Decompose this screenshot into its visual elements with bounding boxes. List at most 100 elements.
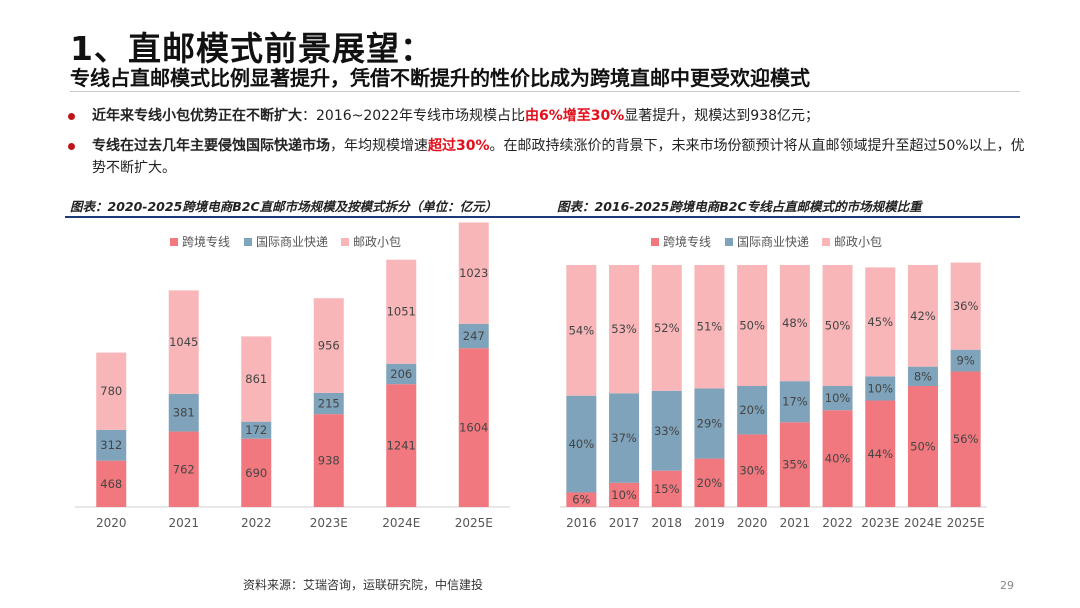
right-chart-tick-label-1: 2017 <box>609 516 640 530</box>
right-chart-bar-0-1 <box>609 482 640 507</box>
right-chart-data-label-0-0: 6% <box>572 493 590 507</box>
right-chart-bar-0-9 <box>950 371 981 507</box>
right-chart-tick-label-2: 2018 <box>651 516 682 530</box>
left-chart-bar-1-2 <box>241 421 272 439</box>
bullet-1: 近年来专线小包优势正在不断扩大：2016~2022年专线市场规模占比由6%增至3… <box>68 105 1028 127</box>
left-chart-tick-label-3: 2023E <box>310 516 348 530</box>
left-chart-legend-label-0: 跨境专线 <box>182 234 230 249</box>
left-chart-bar-0-0 <box>96 460 127 507</box>
right-chart-bar-2-3 <box>694 265 725 389</box>
right-chart-data-label-2-1: 53% <box>611 322 637 336</box>
bullet-2-text: 专线在过去几年主要侵蚀国际快递市场，年均规模增速超过30%。在邮政持续涨价的背景… <box>68 135 1028 179</box>
left-chart-bar-1-3 <box>313 392 344 415</box>
right-chart-bar-0-0 <box>566 492 597 507</box>
right-chart-caption: 图表：2016-2025跨境电商B2C专线占直邮模式的市场规模比重 <box>557 199 922 214</box>
left-chart-bar-2-0 <box>96 352 127 430</box>
left-chart-bar-2-2 <box>241 336 272 422</box>
bullet-2: 专线在过去几年主要侵蚀国际快递市场，年均规模增速超过30%。在邮政持续涨价的背景… <box>68 135 1028 179</box>
left-chart-data-label-2-1: 1045 <box>169 335 198 349</box>
bullet-2-text1: ，年均规模增速 <box>330 138 428 154</box>
left-chart-bar-1-0 <box>96 429 127 461</box>
right-chart-data-label-1-2: 33% <box>654 424 680 438</box>
right-chart-data-label-1-9: 9% <box>957 354 975 368</box>
right-chart-data-label-2-7: 45% <box>867 315 893 329</box>
right-chart-tick-label-4: 2020 <box>737 516 768 530</box>
right-chart-data-label-1-6: 10% <box>825 391 851 405</box>
right-chart-bar-0-2 <box>651 470 682 507</box>
left-chart-data-label-0-3: 938 <box>318 454 340 468</box>
left-chart-bar-1-5 <box>458 323 489 349</box>
bullet-1-highlight: 由6%增至30% <box>525 108 625 124</box>
right-chart-bar-0-7 <box>865 400 896 507</box>
right-chart-data-label-0-6: 40% <box>825 452 851 466</box>
right-chart-bar-1-6 <box>822 386 853 411</box>
left-chart-data-label-0-5: 1604 <box>459 421 488 435</box>
right-chart-data-label-2-6: 50% <box>825 319 851 333</box>
page-number: 29 <box>1000 579 1014 592</box>
right-chart-bar-1-4 <box>737 386 768 435</box>
right-chart-bar-1-8 <box>907 366 938 386</box>
right-chart-data-label-0-9: 56% <box>953 432 979 446</box>
left-chart-tick-label-2: 2022 <box>241 516 272 530</box>
left-chart-bar-2-3 <box>313 298 344 393</box>
bullet-dot-icon <box>68 143 75 150</box>
right-chart-legend-label-2: 邮政小包 <box>834 235 882 249</box>
left-chart-data-label-1-3: 215 <box>318 396 340 410</box>
right-chart-data-label-2-8: 42% <box>910 309 936 323</box>
left-chart-legend-label-1: 国际商业快递 <box>256 234 328 249</box>
right-chart-bar-2-0 <box>566 265 597 396</box>
left-chart-data-label-1-2: 172 <box>245 423 267 437</box>
left-chart-data-label-2-3: 956 <box>318 339 340 353</box>
page-title: 1、直邮模式前景展望： <box>70 29 434 68</box>
right-chart-bar-0-3 <box>694 458 725 507</box>
right-chart-data-label-2-3: 51% <box>697 320 723 334</box>
left-chart-legend-swatch-2 <box>341 238 349 246</box>
bullet-1-text: 近年来专线小包优势正在不断扩大：2016~2022年专线市场规模占比由6%增至3… <box>68 105 1028 127</box>
right-chart-tick-label-5: 2021 <box>780 516 811 530</box>
right-chart-tick-label-6: 2022 <box>822 516 853 530</box>
right-chart-legend-swatch-0 <box>651 238 659 246</box>
caption-divider <box>65 216 1020 218</box>
left-chart-legend-swatch-1 <box>244 238 252 246</box>
bullet-dot-icon <box>68 113 75 120</box>
right-chart-data-label-1-0: 40% <box>569 437 595 451</box>
right-chart-data-label-1-7: 10% <box>867 381 893 395</box>
right-chart-bar-1-3 <box>694 388 725 459</box>
left-chart-data-label-1-1: 381 <box>173 406 195 420</box>
left-chart-tick-label-4: 2024E <box>382 516 420 530</box>
right-chart-bar-1-5 <box>779 381 810 423</box>
right-chart-bar-0-8 <box>907 386 938 507</box>
left-chart-data-label-0-4: 1241 <box>387 439 416 453</box>
right-chart-data-label-0-4: 30% <box>739 464 765 478</box>
left-chart-data-label-1-5: 247 <box>463 329 485 343</box>
right-chart-data-label-1-4: 20% <box>739 403 765 417</box>
right-chart-data-label-2-4: 50% <box>739 319 765 333</box>
right-chart-bar-2-2 <box>651 265 682 391</box>
left-chart-bar-2-5 <box>458 222 489 324</box>
right-chart-tick-label-9: 2025E <box>947 516 985 530</box>
right-chart-tick-label-7: 2023E <box>861 516 899 530</box>
left-chart-tick-label-1: 2021 <box>168 516 199 530</box>
left-chart-bar-0-5 <box>458 348 489 507</box>
bullet-2-highlight: 超过30% <box>428 138 490 154</box>
left-chart-data-label-2-2: 861 <box>245 372 267 386</box>
right-chart-bar-2-7 <box>865 267 896 377</box>
bullet-1-bold: 近年来专线小包优势正在不断扩大 <box>92 108 302 124</box>
right-chart-bar-2-5 <box>779 265 810 382</box>
right-chart-bar-0-5 <box>779 422 810 507</box>
right-chart-data-label-1-3: 29% <box>697 417 723 431</box>
left-chart-bar-2-4 <box>386 259 417 364</box>
right-chart-bar-0-4 <box>737 434 768 507</box>
left-chart-bar-0-2 <box>241 438 272 507</box>
right-chart-tick-label-0: 2016 <box>566 516 597 530</box>
left-chart-tick-label-0: 2020 <box>96 516 127 530</box>
left-chart-data-label-2-4: 1051 <box>387 305 416 319</box>
right-chart-legend-label-1: 国际商业快递 <box>737 234 809 249</box>
right-chart-bar-2-4 <box>737 265 768 386</box>
right-chart-data-label-2-2: 52% <box>654 321 680 335</box>
left-chart-legend-swatch-0 <box>170 238 178 246</box>
right-chart-data-label-1-5: 17% <box>782 395 808 409</box>
left-chart-data-label-2-5: 1023 <box>459 266 488 280</box>
right-chart-bar-2-1 <box>609 265 640 394</box>
